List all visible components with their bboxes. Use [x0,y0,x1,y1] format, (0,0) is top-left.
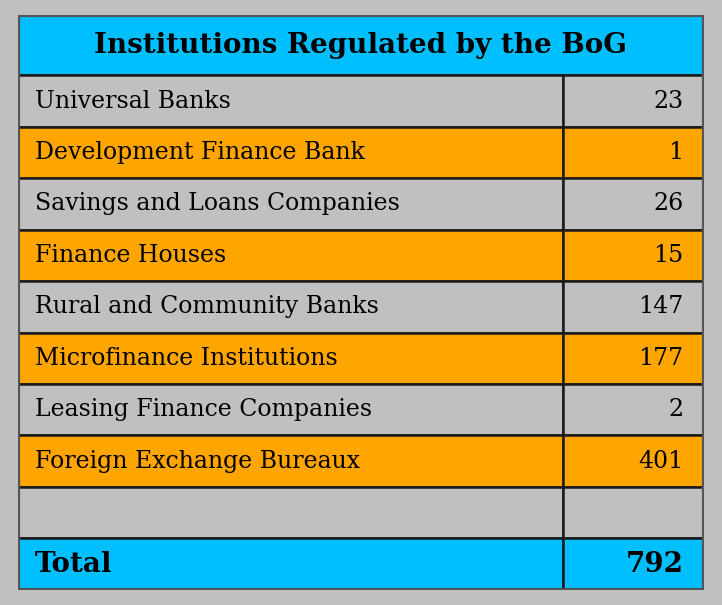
Text: Microfinance Institutions: Microfinance Institutions [35,347,338,370]
Bar [563,178,704,230]
Bar [18,384,563,436]
Bar [18,436,563,487]
Text: 15: 15 [653,244,683,267]
Bar [563,76,704,127]
Bar [18,333,563,384]
Text: 23: 23 [653,90,683,113]
Bar [563,384,704,436]
Text: Development Finance Bank: Development Finance Bank [35,141,365,164]
Text: Foreign Exchange Bureaux: Foreign Exchange Bureaux [35,450,360,473]
Text: 401: 401 [638,450,683,473]
Bar [563,538,704,590]
Bar [563,436,704,487]
Bar [18,178,563,230]
Text: Universal Banks: Universal Banks [35,90,231,113]
Bar [563,281,704,333]
Bar [18,127,563,178]
Text: Institutions Regulated by the BoG: Institutions Regulated by the BoG [95,32,627,59]
Text: Finance Houses: Finance Houses [35,244,227,267]
Bar [18,76,563,127]
Text: 177: 177 [638,347,683,370]
Text: Total: Total [35,551,113,578]
Text: 2: 2 [669,398,683,421]
Bar [18,538,563,590]
Bar [18,15,704,76]
Text: 26: 26 [653,192,683,215]
Text: Rural and Community Banks: Rural and Community Banks [35,295,379,318]
Bar [563,487,704,538]
Text: 792: 792 [625,551,683,578]
Bar [18,487,563,538]
Bar [18,281,563,333]
Text: Savings and Loans Companies: Savings and Loans Companies [35,192,400,215]
Bar [563,230,704,281]
Text: Leasing Finance Companies: Leasing Finance Companies [35,398,373,421]
Bar [18,230,563,281]
Text: 1: 1 [669,141,683,164]
Bar [563,333,704,384]
Bar [563,127,704,178]
Text: 147: 147 [638,295,683,318]
